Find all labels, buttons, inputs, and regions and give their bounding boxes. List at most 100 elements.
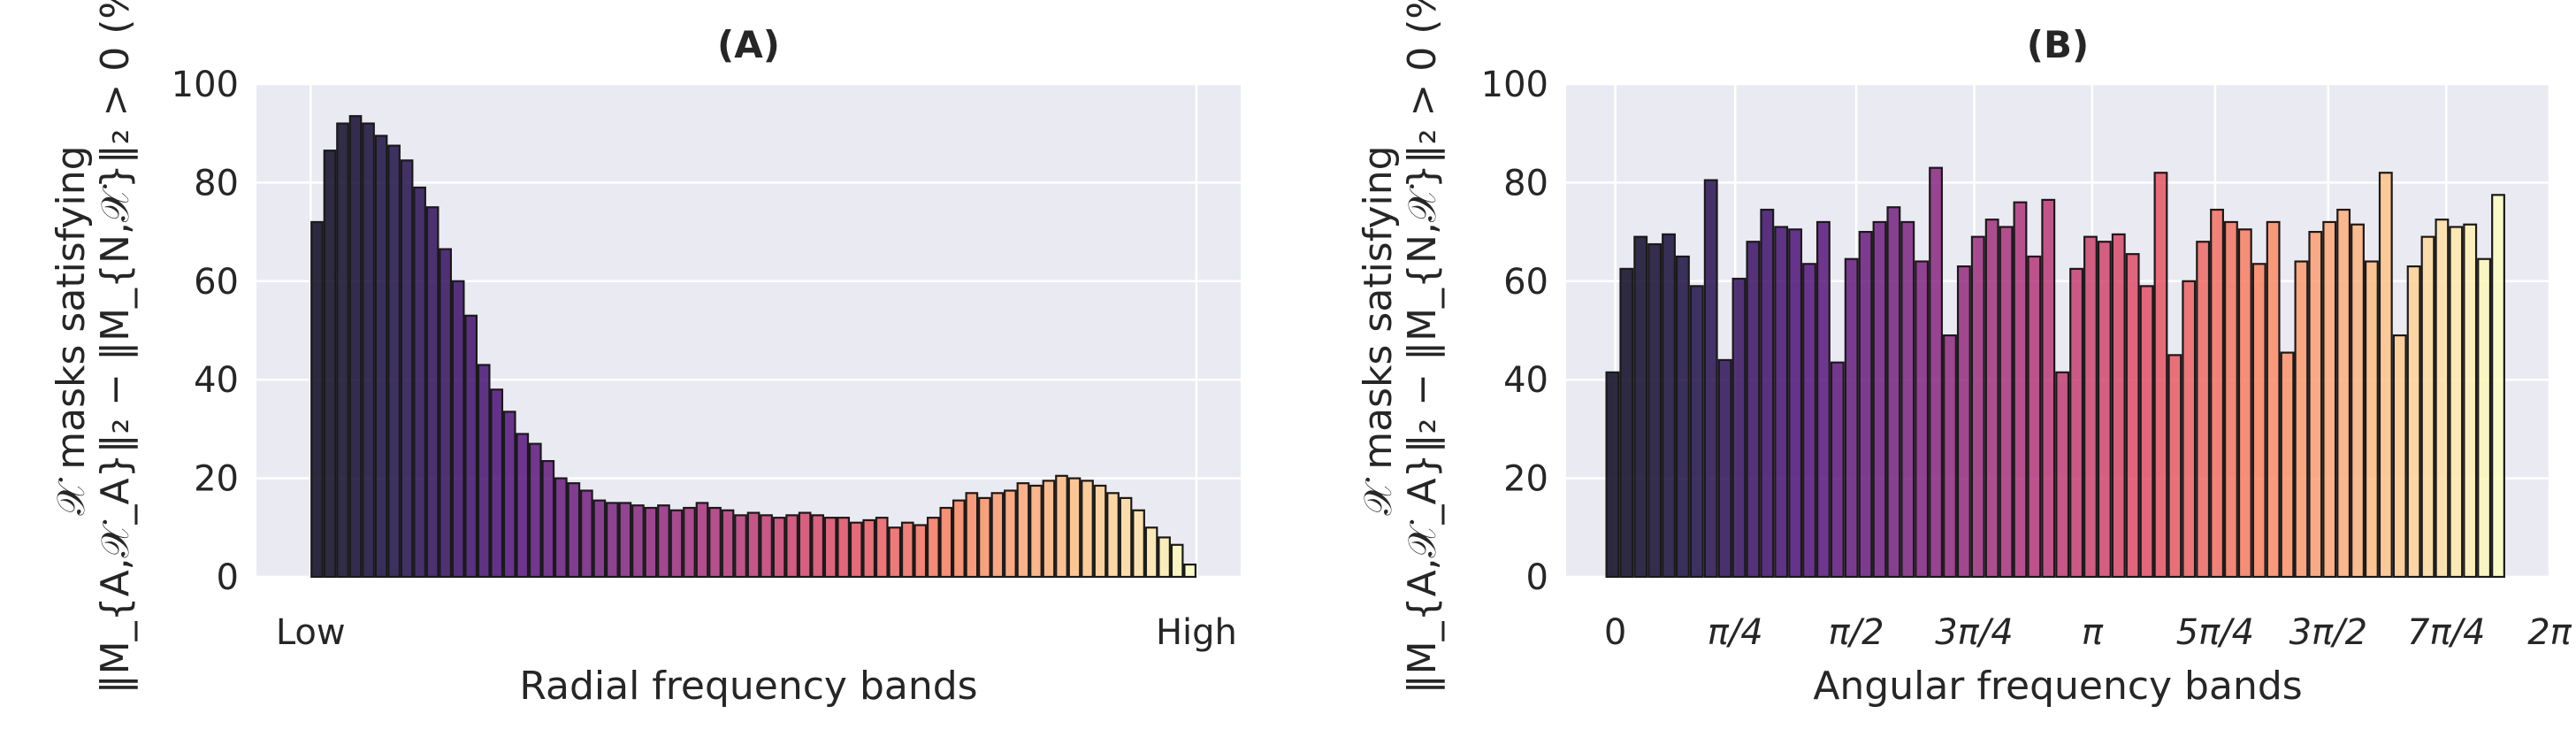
bar [2196,241,2211,579]
bar [2111,233,2126,579]
y-axis-label-line1: 𝒳 masks satisfying [49,145,94,515]
bar [2477,257,2492,579]
x-tick-label: 0 [1604,612,1626,653]
bar [644,506,658,579]
bar [2378,172,2393,579]
bar [811,514,824,579]
bar [451,280,465,579]
bar [2041,198,2056,579]
bar [1830,361,1845,579]
bar [888,526,902,579]
bar [1132,509,1145,579]
y-tick-label: 80 [194,163,239,203]
bar [862,518,876,579]
bar [2139,285,2154,579]
bar [1633,235,1648,579]
chart-a: 0 20 40 60 80 100 Low High (A) Radial frequency b… [49,0,1241,709]
y-tick-label: 20 [1503,459,1548,500]
bar [2406,265,2421,579]
bar [875,517,889,579]
y-tick-label: 60 [194,262,239,303]
bar [502,411,516,579]
bar [1746,241,1761,579]
bar [2420,235,2435,579]
x-axis-label: Angular frequency bands [1813,664,2302,709]
bar [374,134,388,579]
bar [2266,220,2281,579]
bar [1042,480,1056,579]
bar [439,248,452,579]
bar [528,442,542,579]
x-tick-label: 3π/2 [2289,612,2367,653]
bar [464,314,478,579]
bar [606,502,619,579]
bar [990,492,1005,579]
y-axis-label-line2: ‖M_{A,𝒳_A}‖₂ − ‖M_{N,𝒳}‖₂ > 0 (%) [93,0,138,694]
bar [1605,371,1620,579]
bar [1055,474,1068,579]
y-tick-label: 40 [1503,360,1548,401]
bar [1093,484,1107,579]
bar [2251,263,2266,579]
x-tick-label: 2π [2527,612,2572,653]
bar [362,122,375,579]
bar [900,521,914,579]
bar [1689,285,1704,579]
bar [477,364,491,579]
bar [2210,208,2224,579]
bar [2280,351,2295,579]
bar [2224,220,2238,579]
x-tick-label: π/4 [1708,612,1763,653]
y-tick-label: 0 [217,557,239,598]
y-tick-label: 20 [194,459,239,500]
bar [425,206,440,579]
bar [1662,233,1676,579]
bar [2125,253,2140,579]
bar [1858,231,1873,579]
bar [760,514,773,579]
bar [1016,482,1030,579]
bar [2237,228,2252,579]
x-tick-label: 7π/4 [2407,612,2485,653]
x-axis-label: Radial frequency bands [519,664,977,709]
bar [952,499,966,579]
bar [1886,206,1901,579]
bar [1067,477,1082,579]
bar [1774,226,1789,579]
bar [310,220,324,579]
bar [336,122,349,579]
bar [1675,255,1690,579]
bar [1106,492,1120,579]
bar [1717,358,1732,579]
x-tick-label: High [1156,612,1237,653]
bar [683,506,696,579]
bar [1943,334,1957,579]
bar [2294,260,2309,579]
bar [1872,220,1887,579]
bar [657,504,670,579]
bar [2097,241,2112,579]
bar [413,186,426,579]
bar [1802,263,1816,579]
bar [1183,563,1196,579]
x-tick-label: 3π/4 [1935,612,2013,653]
bar [1956,265,1971,579]
chart-title: (A) [717,23,780,66]
bar [734,514,747,579]
bar [1760,208,1775,579]
bar [1647,242,1663,579]
bar [387,144,401,579]
bar [2083,235,2098,579]
bar [695,502,709,579]
bar [1081,480,1094,579]
bar [1788,228,1803,579]
bar [2167,354,2182,579]
bar [579,489,593,579]
chart-title: (B) [2027,23,2089,66]
bar [1029,484,1043,579]
x-tick-label: 5π/4 [2176,612,2254,653]
x-tick-label: Low [276,612,346,653]
bar [837,517,851,579]
bar [348,115,363,579]
